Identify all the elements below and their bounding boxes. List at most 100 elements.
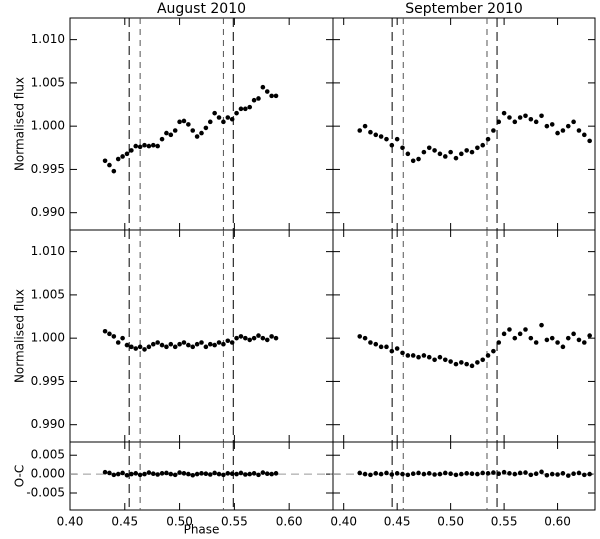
binned-point: [378, 134, 384, 139]
binned-point: [221, 472, 226, 478]
binned-point: [207, 119, 213, 125]
binned-point: [186, 342, 191, 348]
binned-point: [177, 119, 182, 125]
binned-point: [172, 472, 178, 478]
binned-point: [491, 128, 496, 133]
binned-point: [544, 472, 550, 478]
binned-point: [203, 344, 209, 350]
binned-point: [528, 472, 534, 478]
binned-point: [480, 357, 486, 363]
binned-point: [181, 471, 187, 476]
binned-point: [133, 143, 139, 149]
binned-point: [373, 341, 379, 347]
binned-point: [159, 471, 165, 476]
x-tick-label: 0.60: [544, 515, 571, 529]
binned-point: [587, 333, 592, 338]
binned-point: [571, 471, 576, 477]
binned-point: [362, 335, 368, 341]
binned-point: [362, 123, 368, 129]
binned-point: [212, 470, 217, 476]
binned-point: [111, 334, 117, 339]
binned-point: [155, 340, 160, 345]
binned-point: [528, 335, 534, 341]
binned-point: [416, 156, 421, 162]
y-tick-label: 0.995: [31, 374, 65, 388]
binned-point: [533, 471, 539, 477]
binned-point: [459, 151, 464, 157]
binned-point: [410, 471, 416, 477]
binned-point: [260, 335, 266, 341]
binned-point: [469, 363, 475, 369]
x-tick-label: 0.60: [276, 515, 303, 529]
binned-point: [582, 340, 587, 345]
binned-point: [238, 334, 244, 339]
panel-frame: [69, 17, 334, 231]
binned-point: [177, 470, 182, 475]
binned-point: [164, 470, 169, 476]
binned-point: [229, 340, 235, 345]
y-tick-label: 0.990: [31, 205, 65, 219]
binned-point: [256, 96, 261, 101]
x-tick-label: 0.50: [437, 515, 464, 529]
binned-point: [539, 113, 544, 119]
binned-point: [142, 471, 147, 477]
binned-point: [373, 132, 379, 138]
binned-point: [142, 347, 147, 352]
binned-point: [560, 471, 566, 476]
binned-point: [225, 471, 231, 476]
binned-point: [256, 333, 261, 338]
binned-point: [426, 471, 432, 476]
binned-point: [517, 470, 523, 476]
binned-point: [480, 470, 486, 476]
binned-point: [102, 158, 108, 164]
binned-point: [400, 471, 405, 477]
binned-point: [410, 353, 416, 358]
y-axis-label: Normalised flux: [13, 77, 27, 171]
binned-point: [442, 470, 448, 476]
panel-frame: [69, 441, 334, 511]
binned-point: [107, 470, 112, 476]
binned-point: [453, 155, 459, 161]
binned-point: [507, 471, 512, 476]
binned-point: [124, 472, 130, 478]
binned-point: [115, 471, 121, 477]
binned-point: [416, 470, 421, 476]
x-tick-label: 0.40: [330, 515, 357, 529]
binned-point: [459, 360, 464, 365]
binned-point: [150, 142, 156, 148]
binned-point: [357, 128, 363, 133]
binned-point: [485, 136, 491, 142]
binned-point: [362, 471, 368, 477]
binned-point: [229, 471, 235, 477]
binned-point: [421, 471, 427, 477]
y-axis-label: O-C: [13, 465, 27, 488]
binned-point: [142, 142, 147, 148]
binned-point: [137, 472, 143, 478]
binned-point: [111, 168, 117, 174]
binned-point: [194, 134, 200, 139]
binned-point: [501, 331, 507, 337]
binned-point: [199, 130, 204, 136]
y-axis-label: Normalised flux: [13, 289, 27, 383]
binned-point: [269, 334, 274, 339]
binned-point: [238, 470, 244, 476]
binned-point: [172, 344, 178, 350]
x-axis-label: Phase: [184, 523, 220, 537]
binned-point: [273, 471, 279, 476]
binned-point: [485, 353, 491, 358]
y-tick-label: 1.005: [31, 75, 65, 89]
y-tick-label: 1.010: [31, 32, 65, 46]
binned-point: [432, 357, 437, 363]
binned-point: [194, 471, 200, 477]
binned-point: [115, 156, 121, 162]
binned-point: [146, 344, 152, 350]
y-tick-label: 0.005: [31, 448, 65, 462]
binned-point: [256, 472, 261, 478]
binned-point: [212, 342, 217, 348]
binned-point: [146, 143, 152, 149]
binned-point: [129, 344, 134, 350]
y-tick-label: -0.005: [26, 486, 65, 500]
binned-point: [199, 471, 204, 476]
binned-point: [464, 148, 469, 153]
